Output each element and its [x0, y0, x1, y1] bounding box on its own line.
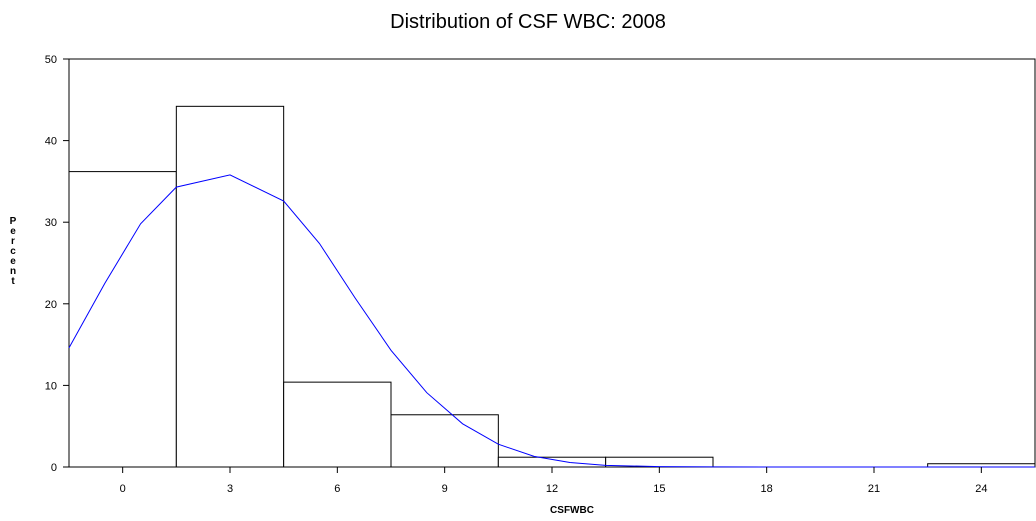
x-tick-label: 12 — [546, 483, 558, 495]
x-tick-label: 24 — [975, 483, 987, 495]
x-axis-label: CSFWBC — [550, 505, 594, 516]
x-tick-label: 18 — [761, 483, 773, 495]
plot-area: 0 10 20 30 40 50 0 3 6 9 12 15 18 21 24 — [45, 54, 1036, 495]
x-tick-label: 9 — [442, 483, 448, 495]
histogram-bar — [390, 414, 499, 468]
normal-curve-line — [68, 174, 1035, 468]
histogram-bar — [68, 171, 177, 468]
histogram-bar — [175, 105, 285, 468]
y-tick-label: 20 — [45, 299, 57, 311]
histogram-bar — [283, 381, 392, 468]
chart-title: Distribution of CSF WBC: 2008 — [390, 11, 666, 33]
x-tick-label: 15 — [653, 483, 665, 495]
y-tick-label: 30 — [45, 217, 57, 229]
y-tick-label: 50 — [45, 54, 57, 66]
x-tick-label: 3 — [227, 483, 233, 495]
x-tick-label: 21 — [868, 483, 880, 495]
y-tick-label: 40 — [45, 136, 57, 148]
histogram-bar — [497, 456, 607, 468]
x-tick-label: 6 — [334, 483, 340, 495]
y-tick-label: 0 — [51, 462, 57, 474]
x-tick-label: 0 — [120, 483, 126, 495]
y-tick-label: 10 — [45, 380, 57, 392]
